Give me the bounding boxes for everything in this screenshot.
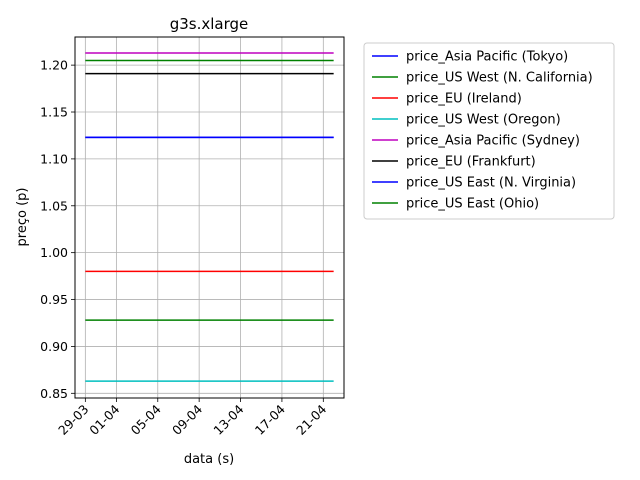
legend-label: price_EU (Frankfurt): [406, 155, 536, 170]
x-axis-label: data (s): [184, 452, 234, 467]
y-tick-label: 0.90: [40, 339, 68, 354]
x-tick-label: 29-03: [55, 402, 91, 438]
legend: price_Asia Pacific (Tokyo) price_US West …: [363, 42, 615, 220]
legend-label: price_Asia Pacific (Tokyo): [406, 50, 568, 65]
legend-box: [363, 42, 615, 220]
x-tick-label: 09-04: [169, 401, 205, 437]
y-tick-label: 1.20: [40, 58, 68, 73]
legend-label: price_EU (Ireland): [406, 92, 522, 107]
grid: [75, 37, 344, 398]
plot-frame: [74, 36, 345, 399]
y-axis-ticks: 0.85 0.90 0.95 1.00 1.05 1.10 1.15 1.20: [40, 58, 75, 401]
y-tick-label: 1.00: [40, 245, 68, 260]
x-tick-label: 13-04: [210, 401, 246, 437]
x-tick-label: 21-04: [293, 401, 329, 437]
y-tick-label: 1.15: [40, 105, 68, 120]
y-tick-label: 0.85: [40, 386, 68, 401]
x-tick-label: 01-04: [86, 401, 122, 437]
y-tick-label: 1.10: [40, 151, 68, 166]
series-lines: [85, 52, 334, 382]
x-tick-label: 17-04: [252, 401, 288, 437]
legend-label: price_US West (Oregon): [406, 113, 561, 128]
y-tick-label: 0.95: [40, 292, 68, 307]
x-tick-label: 05-04: [128, 401, 164, 437]
legend-label: price_US East (N. Virginia): [406, 176, 576, 191]
legend-label: price_US East (Ohio): [406, 197, 539, 212]
y-tick-label: 1.05: [40, 198, 68, 213]
chart-title: g3s.xlarge: [170, 15, 249, 33]
legend-label: price_US West (N. California): [406, 71, 593, 86]
y-axis-label: preço (p): [15, 188, 30, 247]
legend-label: price_Asia Pacific (Sydney): [406, 134, 580, 149]
